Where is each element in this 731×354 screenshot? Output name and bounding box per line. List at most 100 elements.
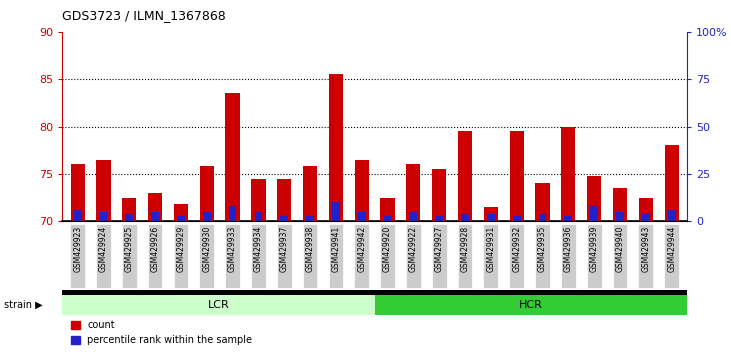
Bar	[512, 216, 520, 221]
Text: GSM429939: GSM429939	[590, 226, 599, 273]
Bar	[332, 202, 340, 221]
Bar	[483, 224, 499, 287]
Text: GSM429923: GSM429923	[73, 226, 82, 272]
Text: GSM429924: GSM429924	[99, 226, 108, 272]
Bar	[458, 131, 472, 221]
Bar	[126, 214, 133, 221]
Bar	[254, 212, 262, 221]
Bar	[355, 224, 369, 287]
Bar	[510, 131, 524, 221]
Bar	[177, 216, 185, 221]
Text: GSM429934: GSM429934	[254, 226, 263, 273]
Bar	[328, 224, 344, 287]
Text: GDS3723 / ILMN_1367868: GDS3723 / ILMN_1367868	[62, 9, 226, 22]
Bar	[357, 212, 366, 221]
Bar	[148, 193, 162, 221]
Bar	[406, 224, 421, 287]
Bar	[642, 214, 650, 221]
Bar	[406, 164, 420, 221]
Text: GSM429942: GSM429942	[357, 226, 366, 272]
Bar	[535, 224, 550, 287]
Bar	[638, 224, 654, 287]
Bar	[432, 169, 447, 221]
Bar	[435, 216, 443, 221]
Bar	[174, 204, 188, 221]
Bar	[664, 224, 679, 287]
Text: GSM429926: GSM429926	[151, 226, 159, 272]
Text: GSM429935: GSM429935	[538, 226, 547, 273]
Bar	[355, 160, 369, 221]
Text: GSM429941: GSM429941	[331, 226, 341, 272]
Bar	[380, 198, 395, 221]
Text: GSM429937: GSM429937	[280, 226, 289, 273]
Legend: count, percentile rank within the sample: count, percentile rank within the sample	[67, 316, 257, 349]
Bar	[70, 224, 85, 287]
Bar	[616, 212, 624, 221]
Bar	[561, 127, 575, 221]
Bar	[458, 224, 472, 287]
Bar	[487, 214, 495, 221]
Text: GSM429928: GSM429928	[461, 226, 469, 272]
Text: GSM429932: GSM429932	[512, 226, 521, 272]
Bar	[664, 145, 679, 221]
Bar	[225, 93, 240, 221]
Bar	[409, 212, 417, 221]
Bar	[329, 74, 343, 221]
Bar	[613, 224, 627, 287]
Text: LCR: LCR	[208, 300, 230, 310]
Bar	[151, 212, 159, 221]
Bar	[564, 216, 572, 221]
Bar	[380, 224, 395, 287]
Bar	[639, 198, 653, 221]
Bar	[587, 176, 602, 221]
Bar	[277, 179, 292, 221]
Text: GSM429922: GSM429922	[409, 226, 418, 272]
Text: strain ▶: strain ▶	[4, 300, 42, 310]
Bar	[539, 214, 546, 221]
Text: GSM429927: GSM429927	[435, 226, 444, 272]
Text: GSM429933: GSM429933	[228, 226, 237, 273]
Text: HCR: HCR	[519, 300, 543, 310]
Bar	[96, 160, 110, 221]
Text: GSM429944: GSM429944	[667, 226, 676, 273]
Bar	[148, 224, 162, 287]
Bar	[535, 183, 550, 221]
Text: GSM429940: GSM429940	[616, 226, 624, 273]
Bar	[200, 224, 214, 287]
Bar	[432, 224, 447, 287]
Text: GSM429943: GSM429943	[641, 226, 651, 273]
Bar	[251, 179, 265, 221]
Bar	[251, 224, 266, 287]
Bar	[173, 224, 189, 287]
Text: GSM429938: GSM429938	[306, 226, 314, 272]
Bar	[306, 216, 314, 221]
Bar	[74, 210, 82, 221]
Bar	[384, 216, 392, 221]
Bar	[561, 224, 576, 287]
Text: GSM429930: GSM429930	[202, 226, 211, 273]
Bar	[200, 166, 214, 221]
Bar	[70, 164, 85, 221]
Text: GSM429931: GSM429931	[486, 226, 496, 272]
Bar	[667, 210, 675, 221]
Bar	[461, 214, 469, 221]
Bar	[122, 198, 137, 221]
Bar	[280, 216, 288, 221]
Bar	[277, 224, 292, 287]
Text: GSM429929: GSM429929	[176, 226, 186, 272]
Bar	[510, 224, 524, 287]
Bar	[122, 224, 137, 287]
Bar	[303, 224, 317, 287]
Bar	[99, 212, 107, 221]
Bar	[229, 206, 237, 221]
Bar	[303, 166, 317, 221]
Bar	[613, 188, 627, 221]
Text: GSM429920: GSM429920	[383, 226, 392, 272]
Bar	[590, 206, 598, 221]
Bar	[587, 224, 602, 287]
Text: GSM429936: GSM429936	[564, 226, 573, 273]
Text: GSM429925: GSM429925	[125, 226, 134, 272]
Bar	[484, 207, 498, 221]
Bar	[203, 212, 211, 221]
Bar	[96, 224, 111, 287]
